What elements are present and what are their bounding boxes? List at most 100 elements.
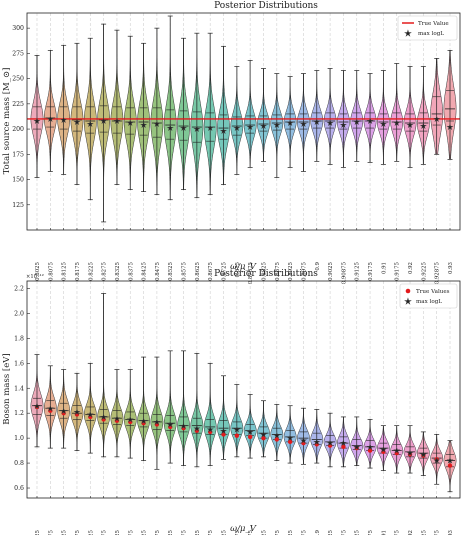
y-tick-label: 2.0 bbox=[14, 310, 24, 317]
true-value-point bbox=[74, 412, 80, 417]
x-tick-label: 0.8975 bbox=[301, 529, 307, 535]
max-logl-point: ★ bbox=[220, 127, 227, 136]
max-logl-point: ★ bbox=[407, 121, 414, 130]
y-tick-label: 300 bbox=[12, 25, 24, 32]
y-tick-label: 2.2 bbox=[14, 285, 24, 292]
true-value-point bbox=[354, 445, 359, 451]
max-logl-point: ★ bbox=[273, 121, 280, 130]
x-tick-label: 0.9175 bbox=[368, 261, 374, 280]
legend-frame bbox=[399, 283, 458, 309]
max-logl-point: ★ bbox=[247, 428, 254, 437]
plot-frame bbox=[26, 12, 461, 231]
max-logl-point: ★ bbox=[327, 119, 334, 128]
max-logl-point: ★ bbox=[127, 415, 134, 424]
x-tick-label: 0.8475 bbox=[155, 529, 161, 535]
true-value-point bbox=[394, 450, 399, 456]
true-value-point bbox=[287, 439, 293, 445]
max-logl-point: ★ bbox=[260, 122, 267, 131]
x-tick-label: 0.8475 bbox=[155, 261, 161, 280]
max-logl-point: ★ bbox=[154, 120, 161, 129]
y-axis-title: Boson mass [eV] bbox=[2, 353, 12, 424]
x-tick-label: 0.8575 bbox=[182, 529, 188, 535]
x-tick-label: 0.87875 bbox=[248, 529, 254, 535]
x-tick-label: 0.92 bbox=[408, 530, 414, 535]
x-tick-label: 0.8425 bbox=[142, 261, 148, 280]
x-tick-label: 0.8025 bbox=[35, 261, 41, 280]
max-logl-point: ★ bbox=[220, 426, 227, 435]
true-value-point bbox=[407, 452, 413, 457]
x-tick-label: 0.90875 bbox=[341, 261, 347, 284]
max-logl-point: ★ bbox=[114, 117, 121, 126]
legend-true-values-marker bbox=[405, 288, 411, 294]
true-value-point bbox=[314, 442, 319, 447]
x-tick-label: 0.9175 bbox=[368, 529, 374, 535]
x-tick-label: 0.8225 bbox=[88, 261, 94, 280]
true-value-point bbox=[327, 443, 333, 448]
max-logl-point: ★ bbox=[393, 446, 400, 455]
x-tick-label: 0.9 bbox=[315, 261, 321, 270]
max-logl-point: ★ bbox=[100, 413, 107, 422]
x-tick-label: 0.8875 bbox=[275, 529, 281, 535]
max-logl-point: ★ bbox=[87, 410, 94, 419]
x-tick-label: 0.8825 bbox=[261, 529, 267, 535]
max-logl-point: ★ bbox=[380, 120, 387, 129]
true-value-point bbox=[141, 420, 146, 426]
max-logl-point: ★ bbox=[420, 122, 427, 131]
max-logl-point: ★ bbox=[380, 445, 387, 454]
max-logl-point: ★ bbox=[260, 430, 267, 439]
max-logl-point: ★ bbox=[407, 449, 414, 458]
chart-title: Posterior Distributions bbox=[214, 1, 318, 11]
x-tick-label: 0.9175 bbox=[395, 261, 401, 280]
max-logl-point: ★ bbox=[34, 401, 41, 410]
x-tick-label: 0.8025 bbox=[35, 529, 41, 535]
legend: True Value ★ max logL bbox=[397, 15, 458, 41]
grid bbox=[36, 281, 451, 498]
y-tick-label: 125 bbox=[12, 202, 24, 209]
x-tick-label: 0.875 bbox=[235, 529, 241, 535]
x-tick-label: 0.91 bbox=[381, 530, 387, 535]
max-logl-point: ★ bbox=[167, 420, 174, 429]
max-logl-point: ★ bbox=[313, 118, 320, 127]
x-tick-label: 0.8825 bbox=[261, 261, 267, 280]
y-tick-label: 1.4 bbox=[14, 385, 24, 392]
true-value-point bbox=[154, 422, 160, 427]
legend-max-logl-marker: ★ bbox=[404, 297, 411, 306]
true-value-point bbox=[194, 428, 200, 433]
plot-frame bbox=[26, 280, 461, 499]
true-value-point bbox=[61, 410, 66, 416]
max-logl-point: ★ bbox=[353, 118, 360, 127]
x-tick-label: 0.8325 bbox=[115, 261, 121, 280]
x-tick-label: 0.93 bbox=[448, 261, 454, 274]
x-tick-label: 0.8275 bbox=[102, 529, 108, 535]
x-tick-label: 0.8125 bbox=[62, 529, 68, 535]
y-tick-label: 0.6 bbox=[14, 485, 24, 492]
x-tick-label: 0.9025 bbox=[328, 261, 334, 280]
x-tick-label: 0.92875 bbox=[435, 529, 441, 535]
max-logl-point: ★ bbox=[287, 434, 294, 443]
y-tick-label: 225 bbox=[12, 101, 24, 108]
x-tick-label: 0.8675 bbox=[208, 529, 214, 535]
x-tick-label: 0.9 bbox=[315, 529, 321, 535]
max-logl-point: ★ bbox=[367, 117, 374, 126]
max-logl-point: ★ bbox=[74, 118, 81, 127]
max-logl-point: ★ bbox=[233, 124, 240, 133]
legend-max-logl-label: max logL bbox=[416, 299, 442, 305]
max-logl-point: ★ bbox=[340, 439, 347, 448]
max-logl-point: ★ bbox=[87, 120, 94, 129]
max-logl-point: ★ bbox=[433, 456, 440, 465]
x-tick-label: 0.8625 bbox=[195, 261, 201, 280]
x-tick-label: 0.875 bbox=[235, 261, 241, 277]
max-logl-point: ★ bbox=[247, 123, 254, 132]
max-logl-point: ★ bbox=[207, 425, 214, 434]
true-value-point bbox=[48, 408, 53, 413]
max-logl-point: ★ bbox=[47, 115, 54, 124]
y-tick-label: 1.8 bbox=[14, 335, 24, 342]
max-logl-point: ★ bbox=[233, 425, 240, 434]
true-value-point bbox=[434, 457, 439, 462]
legend: True Values ★ max logL bbox=[399, 283, 458, 309]
max-logl-point: ★ bbox=[47, 404, 54, 413]
true-value-point bbox=[34, 404, 40, 410]
max-logl-point: ★ bbox=[60, 406, 67, 415]
y-tick-label: 200 bbox=[12, 126, 24, 133]
grid bbox=[36, 13, 451, 230]
